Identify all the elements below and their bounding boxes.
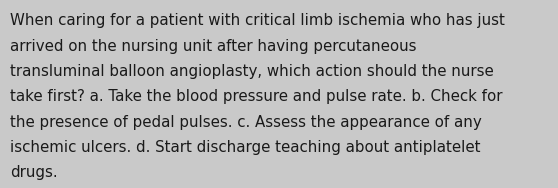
Text: transluminal balloon angioplasty, which action should the nurse: transluminal balloon angioplasty, which … (10, 64, 494, 79)
Text: the presence of pedal pulses. c. Assess the appearance of any: the presence of pedal pulses. c. Assess … (10, 115, 482, 130)
Text: drugs.: drugs. (10, 165, 57, 180)
Text: ischemic ulcers. d. Start discharge teaching about antiplatelet: ischemic ulcers. d. Start discharge teac… (10, 140, 480, 155)
Text: arrived on the nursing unit after having percutaneous: arrived on the nursing unit after having… (10, 39, 416, 54)
Text: take first? a. Take the blood pressure and pulse rate. b. Check for: take first? a. Take the blood pressure a… (10, 89, 503, 104)
Text: When caring for a patient with critical limb ischemia who has just: When caring for a patient with critical … (10, 13, 505, 28)
